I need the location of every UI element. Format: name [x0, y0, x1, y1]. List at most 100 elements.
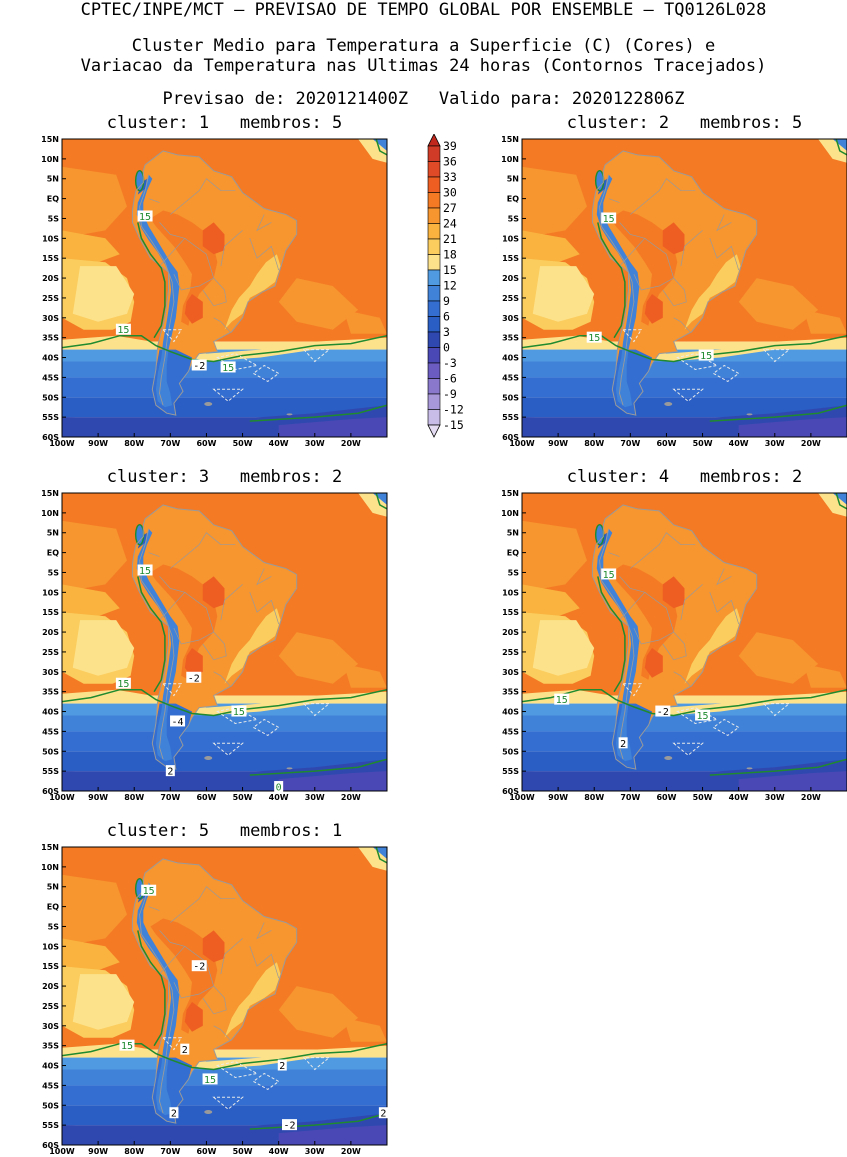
lon-tick-label: 40W: [729, 793, 749, 802]
lat-tick-label: 10N: [501, 509, 519, 518]
lat-tick-label: 20S: [42, 274, 59, 283]
lat-tick-label: EQ: [507, 195, 519, 204]
lat-tick-label: 25S: [502, 294, 519, 303]
contour-label: 2: [378, 1107, 388, 1120]
svg-text:0: 0: [276, 783, 282, 794]
lat-tick-label: 15S: [42, 962, 59, 971]
lon-tick-label: 60W: [196, 793, 216, 802]
lat-tick-label: 50S: [42, 747, 59, 756]
colorbar-level-label: -3: [443, 356, 457, 370]
svg-text:15: 15: [556, 695, 568, 706]
lat-tick-label: 25S: [42, 648, 59, 657]
svg-text:2: 2: [380, 1109, 386, 1120]
lat-tick-label: 30S: [42, 1022, 59, 1031]
lon-tick-label: 50W: [233, 793, 253, 802]
colorbar-swatch: [427, 378, 441, 395]
contour-label: 15: [695, 709, 711, 722]
lat-tick-label: 5S: [48, 214, 60, 223]
svg-text:-2: -2: [657, 707, 669, 718]
colorbar-swatch: [427, 285, 441, 302]
lat-tick-label: 15N: [41, 135, 59, 144]
svg-text:2: 2: [620, 739, 626, 750]
svg-text:2: 2: [279, 1061, 285, 1072]
lat-tick-label: EQ: [47, 549, 59, 558]
lon-tick-label: 30W: [305, 793, 325, 802]
lon-tick-label: 70W: [160, 439, 180, 448]
contour-label: 0: [274, 781, 284, 794]
lat-tick-label: 5N: [47, 175, 59, 184]
lat-tick-label: 50S: [502, 393, 519, 402]
svg-text:15: 15: [603, 214, 615, 225]
contour-label: 15: [601, 212, 617, 225]
colorbar-swatch: [427, 331, 441, 348]
lon-tick-label: 20W: [801, 439, 821, 448]
contour-label: -2: [191, 359, 207, 372]
contour-label: 15: [202, 1073, 218, 1086]
colorbar-swatch: [427, 161, 441, 178]
lon-tick-label: 80W: [584, 439, 604, 448]
contour-label: -2: [282, 1119, 297, 1132]
lat-tick-label: 35S: [502, 688, 519, 697]
svg-text:-4: -4: [172, 717, 184, 728]
lon-tick-label: 90W: [88, 1147, 108, 1156]
lon-tick-label: 20W: [801, 793, 821, 802]
lat-tick-label: 40S: [42, 1062, 59, 1071]
contour-label: 2: [180, 1043, 190, 1056]
lat-tick-label: 25S: [502, 648, 519, 657]
lat-tick-label: 5S: [508, 568, 520, 577]
lat-tick-label: 10N: [41, 155, 59, 164]
lon-tick-label: 20W: [341, 793, 361, 802]
lat-tick-label: 35S: [42, 1042, 59, 1051]
colorbar-swatch: [427, 393, 441, 410]
colorbar-level-label: 12: [443, 279, 457, 293]
contour-label: 15: [115, 677, 131, 690]
colorbar-swatch: [427, 238, 441, 255]
lat-tick-label: 45S: [502, 373, 519, 382]
lat-tick-label: 15N: [41, 489, 59, 498]
colorbar-level-label: -9: [443, 387, 457, 401]
lat-tick-label: 40S: [42, 708, 59, 717]
lon-tick-label: 80W: [124, 1147, 144, 1156]
colorbar-level-label: -6: [443, 372, 457, 386]
colorbar-level-label: 21: [443, 232, 457, 246]
colorbar-level-label: 39: [443, 139, 457, 153]
svg-text:15: 15: [143, 886, 155, 897]
colorbar-swatch: [427, 207, 441, 224]
contour-label: 15: [115, 323, 131, 336]
colorbar-level-label: 30: [443, 186, 457, 200]
lat-tick-label: 40S: [502, 354, 519, 363]
colorbar-swatch: [427, 300, 441, 317]
lat-tick-label: 60S: [42, 1141, 59, 1150]
lat-tick-label: 50S: [42, 1101, 59, 1110]
lat-tick-label: 55S: [502, 767, 519, 776]
contour-label: -2: [191, 960, 207, 973]
lon-tick-label: 40W: [269, 439, 289, 448]
lat-tick-label: 60S: [502, 433, 519, 442]
lat-tick-label: 30S: [502, 668, 519, 677]
lon-tick-label: 70W: [620, 793, 640, 802]
lat-tick-label: 30S: [42, 668, 59, 677]
contour-label: 15: [137, 210, 153, 223]
colorbar-swatch: [427, 347, 441, 364]
header-line-2: Cluster Medio para Temperatura a Superfi…: [131, 36, 716, 56]
lat-tick-label: 10N: [41, 509, 59, 518]
contour-label: -4: [170, 715, 186, 728]
lon-tick-label: 40W: [729, 439, 749, 448]
colorbar-level-label: 15: [443, 263, 457, 277]
lat-tick-label: 10N: [501, 155, 519, 164]
lon-tick-label: 20W: [341, 439, 361, 448]
contour-label: 15: [141, 884, 157, 897]
lat-tick-label: 55S: [42, 413, 59, 422]
lon-tick-label: 60W: [656, 439, 676, 448]
lon-tick-label: 80W: [584, 793, 604, 802]
lat-tick-label: 40S: [502, 708, 519, 717]
svg-text:15: 15: [700, 351, 712, 362]
lat-tick-label: 45S: [42, 727, 59, 736]
svg-text:15: 15: [139, 566, 151, 577]
lat-tick-label: 60S: [42, 787, 59, 796]
lat-tick-label: 10S: [42, 942, 59, 951]
svg-text:15: 15: [117, 325, 129, 336]
lat-tick-label: 5S: [48, 922, 60, 931]
lon-tick-label: 30W: [765, 439, 785, 448]
header-line-4: Previsao de: 2020121400Z Valido para: 20…: [162, 89, 685, 109]
